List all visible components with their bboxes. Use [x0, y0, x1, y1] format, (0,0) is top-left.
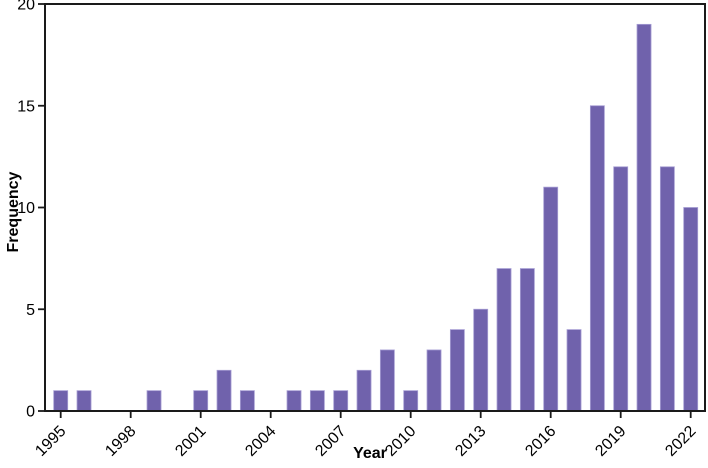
bar-2007: [333, 390, 349, 412]
bar-2019: [613, 166, 629, 412]
y-tick-label: 0: [26, 404, 35, 421]
bar-2005: [286, 390, 302, 412]
bar-1996: [76, 390, 92, 412]
bar-1995: [53, 390, 69, 412]
bar-2011: [426, 349, 442, 412]
bar-2010: [403, 390, 419, 412]
bar-2001: [193, 390, 209, 412]
bar-2008: [356, 369, 372, 412]
bar-2022: [683, 207, 699, 412]
bar-2013: [473, 308, 489, 412]
bar-2014: [496, 268, 512, 412]
bar-2017: [566, 329, 582, 412]
bar-2015: [519, 268, 535, 412]
y-tick-label: 15: [17, 98, 35, 115]
bar-2018: [589, 105, 605, 412]
bar-2003: [239, 390, 255, 412]
bar-2012: [449, 329, 465, 412]
bar-2002: [216, 369, 232, 412]
y-tick-label: 20: [17, 0, 35, 14]
y-tick-label: 5: [26, 302, 35, 319]
y-axis-title: Frequency: [5, 171, 22, 253]
bar-2020: [636, 23, 652, 412]
plot-frame: [44, 3, 706, 412]
bar-2021: [659, 166, 675, 412]
bar-2006: [309, 390, 325, 412]
x-axis-title: Year: [353, 445, 387, 462]
y-tick-label: 10: [17, 200, 35, 217]
bar-1999: [146, 390, 162, 412]
bar-2009: [379, 349, 395, 412]
bar-2016: [543, 186, 559, 412]
